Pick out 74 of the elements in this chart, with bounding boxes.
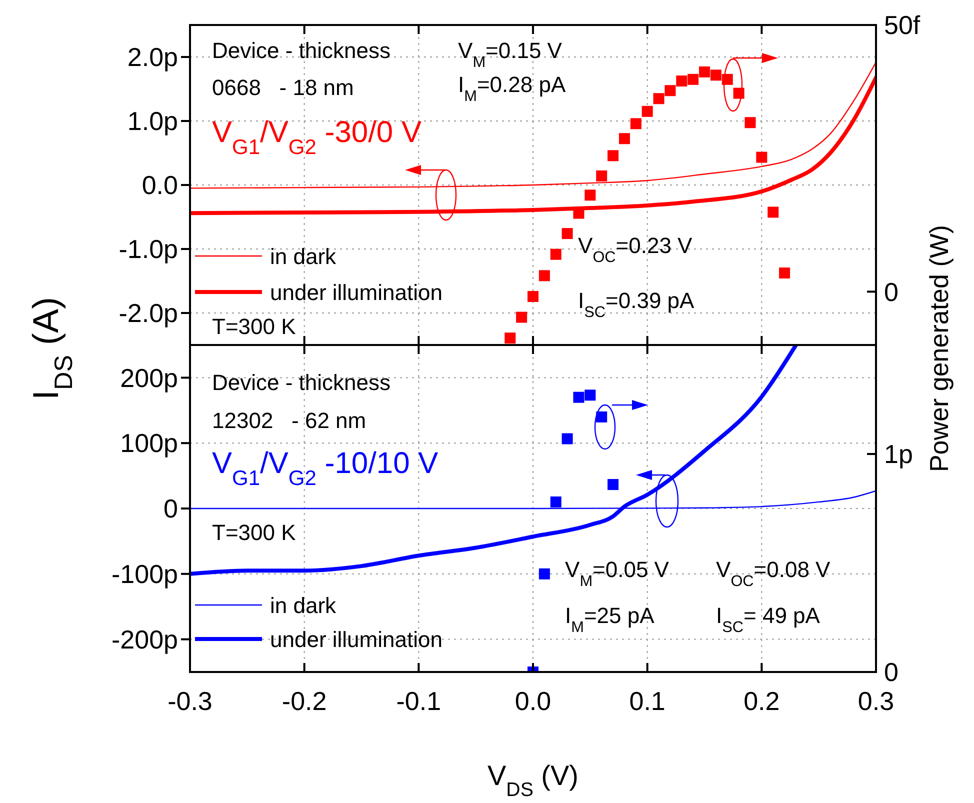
point [596,170,608,182]
legend-label: under illumination [270,627,442,652]
point [653,93,664,104]
point [699,66,710,78]
y-tick-label: 100p [120,428,178,458]
y2-axis-title: Power generated (W) [924,224,954,472]
y2-tick-label: 0 [884,657,898,688]
annotation: Device - thickness [212,370,391,395]
x-axis-title: V$_{DS}$ (V) [487,760,579,801]
annotation: V$_{G1}$/V$_{G2}$ -30/0 V [212,116,422,158]
annotation: V$_{M}$=0.15 V [458,38,562,70]
point [516,312,528,323]
annotation: I$_{SC}$= 49 pA [716,603,820,636]
legend-label: in dark [270,244,338,269]
y-tick-label: 2.0p [127,42,178,72]
point [584,390,596,401]
point [596,411,608,422]
y2-tick-label: 50f [884,10,921,40]
point [744,117,756,128]
line-series [190,75,876,216]
point [550,496,562,508]
point [608,150,619,162]
y-tick-label: 200p [120,362,178,393]
annotation: V$_{G1}$/V$_{G2}$ -10/10 V [212,447,438,490]
point [664,85,676,96]
point [630,118,642,130]
annotation: 0668 - 18 nm [212,75,354,100]
legend-label: under illumination [270,280,442,305]
point [528,290,538,302]
annotation: V$_{M}$=0.05 V [565,557,670,590]
point [768,206,779,218]
annotation: I$_{SC}$=0.39 pA [578,288,695,320]
annotation: V$_{OC}$=0.08 V [716,557,831,590]
y-tick-label: 1.0p [127,106,178,136]
point [618,133,630,144]
annotation: T=300 K [212,314,296,339]
point [779,268,790,278]
annotation: I$_{M}$=25 pA [565,603,655,636]
point [538,270,550,282]
point [562,433,573,444]
y-tick-label: -1.0p [118,234,178,264]
x-tick-label: 0.3 [858,686,894,716]
point [642,106,653,117]
y-tick-label: 0.0 [142,170,178,200]
point [676,76,688,86]
point [550,248,562,260]
x-tick-label: 0.1 [629,686,666,716]
x-tick-label: 0.0 [514,686,552,716]
y-tick-label: -2.0p [118,298,178,328]
x-tick-label: -0.1 [396,686,442,716]
annotation: 12302 - 62 nm [212,408,366,433]
y2-tick-label: 0 [884,276,898,307]
point [756,152,768,163]
point [710,70,722,81]
point [573,392,584,403]
x-tick-label: -0.2 [282,686,327,716]
annotation: T=300 K [212,520,296,545]
point [562,228,573,240]
legend-label: in dark [270,593,338,618]
y2-tick-label: 1p [884,439,913,470]
point [584,190,596,201]
annotation: I$_{M}$=0.28 pA [458,72,566,104]
y-tick-label: -100p [112,559,178,589]
y-tick-label: -200p [112,624,178,654]
point [504,332,516,344]
point [722,74,733,85]
x-tick-label: 0.2 [744,686,780,716]
annotation: Device - thickness [212,38,391,63]
point [538,568,550,580]
point [688,74,699,85]
annotation: V$_{OC}$=0.23 V [578,233,693,266]
point [608,479,619,490]
x-tick-label: -0.3 [168,686,212,716]
y-tick-label: 0 [164,494,178,524]
